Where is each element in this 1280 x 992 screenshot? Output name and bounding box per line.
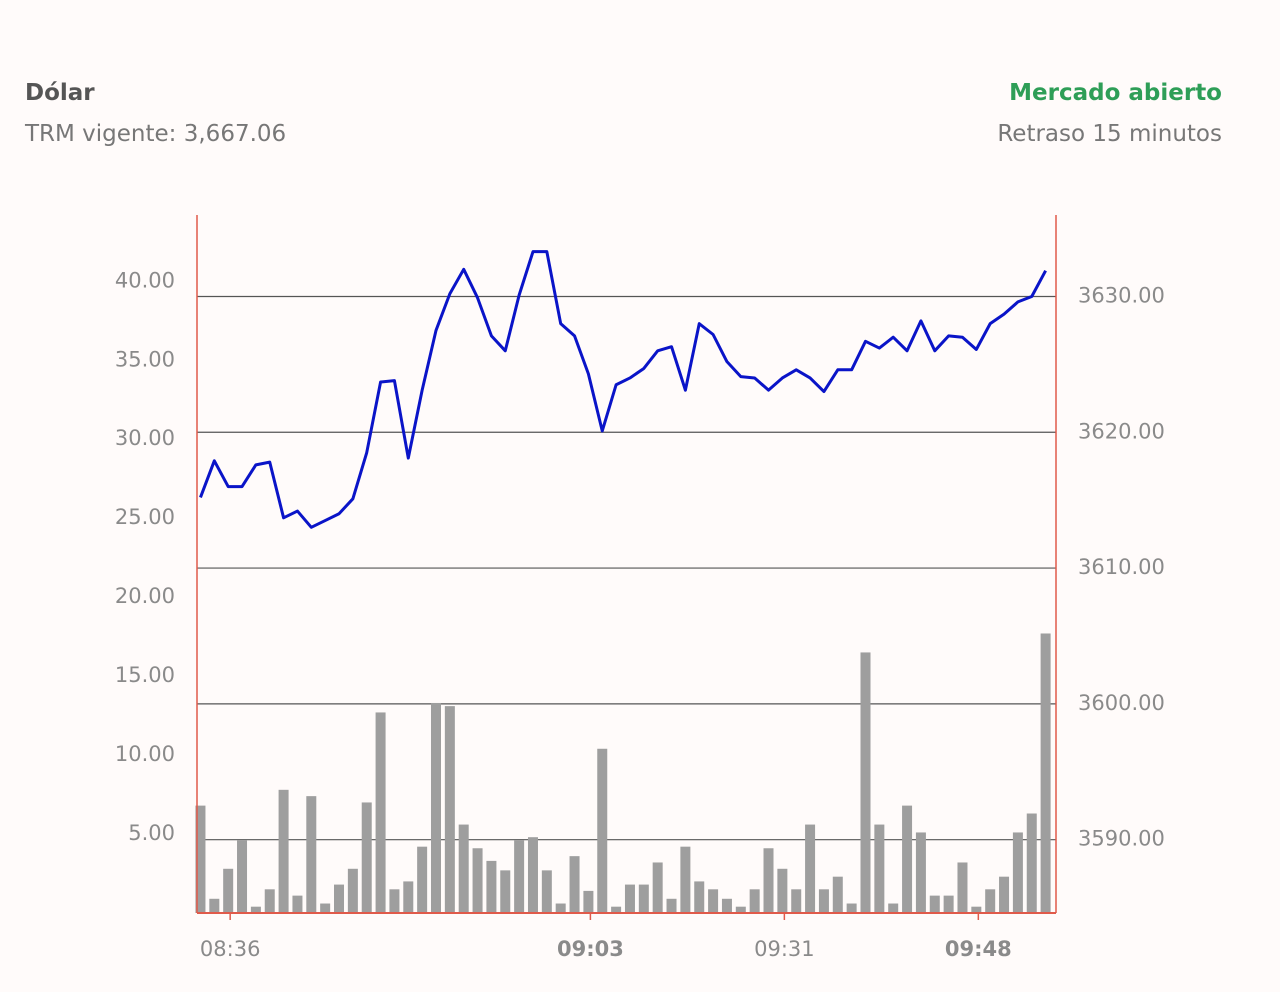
bar bbox=[777, 868, 788, 913]
bar bbox=[902, 805, 913, 913]
bar bbox=[985, 889, 996, 913]
bar bbox=[320, 903, 331, 913]
bar bbox=[721, 898, 732, 913]
bar bbox=[957, 862, 968, 913]
bar bbox=[763, 848, 774, 913]
y-tick-label: 10.00 bbox=[115, 742, 175, 766]
bar bbox=[264, 889, 275, 913]
bar bbox=[458, 824, 469, 913]
x-tick-label: 08:36 bbox=[200, 937, 261, 961]
bar bbox=[652, 862, 663, 913]
bar bbox=[306, 796, 317, 913]
bar bbox=[694, 881, 705, 913]
y-tick-label: 40.00 bbox=[115, 268, 175, 292]
bar bbox=[846, 903, 857, 913]
bar bbox=[361, 802, 372, 913]
bar bbox=[223, 868, 234, 913]
bar bbox=[403, 881, 414, 913]
bar bbox=[1026, 813, 1037, 913]
bar bbox=[347, 868, 358, 913]
y-tick-label: 5.00 bbox=[128, 821, 175, 845]
bar bbox=[929, 895, 940, 913]
y-tick-label: 25.00 bbox=[115, 505, 175, 529]
bar bbox=[292, 895, 303, 913]
bar bbox=[915, 832, 926, 913]
bar bbox=[417, 846, 428, 913]
bar bbox=[527, 837, 538, 913]
bar bbox=[237, 840, 248, 913]
title: Dólar bbox=[25, 80, 95, 106]
market-status: Mercado abierto bbox=[1009, 80, 1222, 106]
delay-note: Retraso 15 minutos bbox=[997, 121, 1222, 147]
bar bbox=[195, 805, 206, 913]
bar bbox=[555, 903, 566, 913]
bar bbox=[749, 889, 760, 913]
y-tick-label: 35.00 bbox=[115, 347, 175, 371]
bar bbox=[999, 876, 1010, 913]
bar bbox=[375, 712, 386, 913]
bar bbox=[500, 870, 511, 913]
bar bbox=[472, 848, 483, 913]
bar bbox=[514, 840, 525, 913]
y-tick-label: 30.00 bbox=[115, 426, 175, 450]
x-labels: 08:36 09:03 09:31 09:48 bbox=[200, 937, 1012, 961]
y2-tick-label: 3600.00 bbox=[1078, 691, 1165, 715]
y2-tick-label: 3620.00 bbox=[1078, 419, 1165, 443]
x-tick-label: 09:03 bbox=[557, 937, 624, 961]
trm: TRM vigente: 3,667.06 bbox=[25, 121, 287, 147]
bar bbox=[444, 706, 455, 913]
bar bbox=[971, 906, 982, 913]
bar bbox=[943, 895, 954, 913]
bar bbox=[583, 890, 594, 913]
bar bbox=[735, 906, 746, 913]
price-line bbox=[199, 250, 1047, 529]
bar bbox=[569, 856, 580, 913]
bar bbox=[1040, 633, 1051, 913]
x-tick-label: 09:48 bbox=[945, 937, 1012, 961]
y2-tick-label: 3630.00 bbox=[1078, 283, 1165, 307]
bar bbox=[611, 906, 622, 913]
bar bbox=[624, 884, 635, 913]
bar bbox=[1012, 832, 1023, 913]
bar bbox=[209, 898, 220, 913]
bar bbox=[708, 889, 719, 913]
bar bbox=[250, 906, 261, 913]
bar bbox=[666, 898, 677, 913]
y-tick-label: 15.00 bbox=[115, 663, 175, 687]
bar bbox=[597, 748, 608, 913]
y2-tick-label: 3590.00 bbox=[1078, 827, 1165, 851]
bar bbox=[541, 870, 552, 913]
bar bbox=[334, 884, 345, 913]
bar bbox=[278, 789, 289, 913]
x-tick-label: 09:31 bbox=[754, 937, 815, 961]
bar bbox=[486, 860, 497, 913]
y-tick-label: 20.00 bbox=[115, 584, 175, 608]
bar bbox=[874, 824, 885, 913]
bar bbox=[832, 876, 843, 913]
bar bbox=[680, 846, 691, 913]
bar bbox=[791, 889, 802, 913]
bar bbox=[888, 903, 899, 913]
bar bbox=[805, 824, 816, 913]
bar bbox=[860, 652, 871, 913]
bar bbox=[638, 884, 649, 913]
y2-tick-label: 3610.00 bbox=[1078, 555, 1165, 579]
bar bbox=[430, 702, 441, 913]
bar bbox=[818, 889, 829, 913]
bar bbox=[389, 889, 400, 913]
